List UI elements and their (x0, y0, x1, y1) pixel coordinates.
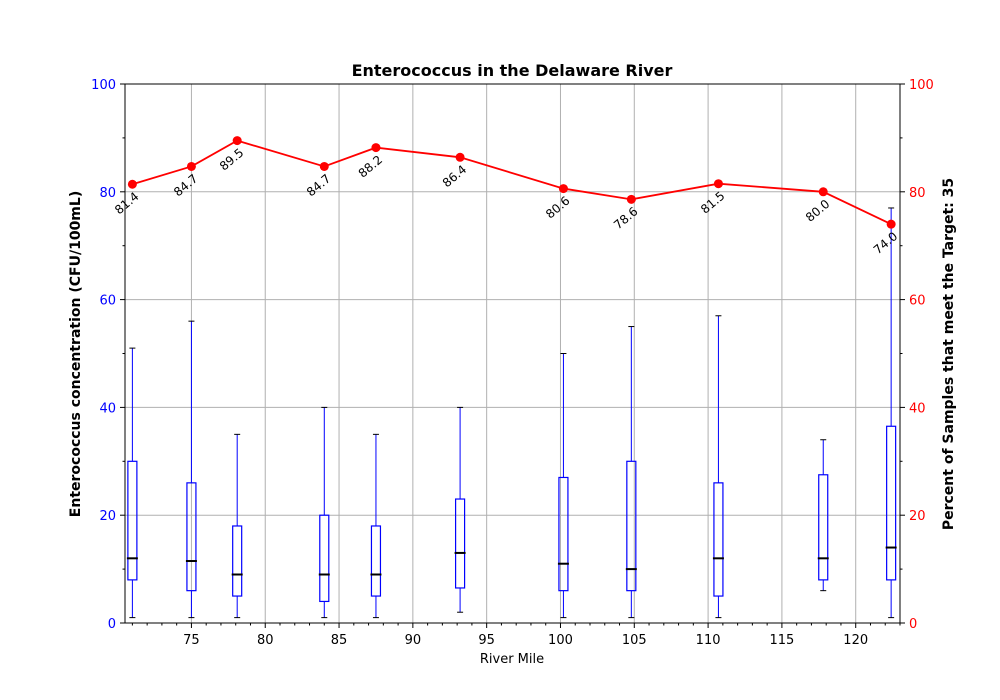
boxplot (557, 353, 569, 619)
boxplot (126, 347, 138, 619)
boxplot (712, 315, 724, 619)
y-tick-label-left: 100 (91, 78, 116, 93)
percent-line-layer (127, 136, 896, 229)
y-tick-label-right: 40 (909, 401, 926, 416)
percent-marker (232, 136, 242, 146)
boxplot-box (626, 460, 637, 592)
y-tick-label-right: 60 (909, 294, 926, 309)
percent-marker (371, 143, 381, 153)
boxplot (454, 406, 466, 613)
percent-marker (818, 187, 828, 197)
axis-layer: 75 80 85 90 95 100 105 110 115 120 0 20 40 60 80 100 0 20… (91, 78, 934, 648)
x-tick-label: 100 (548, 633, 573, 648)
boxplot (885, 207, 897, 619)
boxplot-box (454, 498, 466, 589)
boxplot (817, 439, 829, 592)
box-layer (126, 207, 897, 619)
boxplot-box (319, 514, 330, 603)
y-tick-label-right: 20 (909, 509, 926, 524)
boxplot-box (186, 482, 197, 592)
boxplot-box (818, 474, 829, 581)
boxplot (625, 326, 637, 619)
y-tick-label-left: 0 (108, 617, 116, 632)
percent-marker (886, 219, 896, 229)
y-tick-label-left: 20 (99, 509, 116, 524)
boxplot (231, 433, 243, 619)
y-tick-label-left: 60 (99, 294, 116, 309)
y-tick-label-left: 80 (99, 186, 116, 201)
percent-marker (713, 179, 723, 189)
y-tick-label-right: 100 (909, 78, 934, 93)
boxplot-box (713, 482, 724, 597)
percent-marker (319, 161, 329, 171)
percent-marker (127, 179, 137, 189)
x-tick-label: 120 (843, 633, 868, 648)
boxplot (318, 406, 330, 619)
boxplot-box (886, 425, 897, 581)
x-tick-label: 105 (622, 633, 647, 648)
y-tick-label-left: 40 (99, 401, 116, 416)
x-tick-label: 95 (478, 633, 495, 648)
y-tick-label-right: 80 (909, 186, 926, 201)
percent-marker (455, 152, 465, 162)
percent-marker (186, 161, 196, 171)
x-tick-label: 90 (405, 633, 422, 648)
boxplot (185, 320, 197, 619)
percent-marker (558, 184, 568, 194)
boxplot-box (558, 476, 569, 592)
boxplot-box (370, 525, 382, 597)
boxplot-box (232, 525, 243, 597)
x-tick-label: 110 (696, 633, 721, 648)
y-tick-label-right: 0 (909, 617, 917, 632)
y-axis-label-right: Percent of Samples that meet the Target:… (941, 178, 957, 530)
boxplot (370, 433, 382, 619)
y-axis-label-left: Enterococcus concentration (CFU/100mL) (68, 191, 84, 517)
percent-marker (626, 194, 636, 204)
x-tick-label: 115 (769, 633, 794, 648)
x-axis-label: River Mile (480, 652, 544, 667)
chart-title: Enterococcus in the Delaware River (352, 61, 673, 80)
boxplot-box (127, 460, 138, 581)
x-tick-label: 85 (331, 633, 348, 648)
x-tick-label: 75 (183, 633, 200, 648)
x-tick-label: 80 (257, 633, 274, 648)
